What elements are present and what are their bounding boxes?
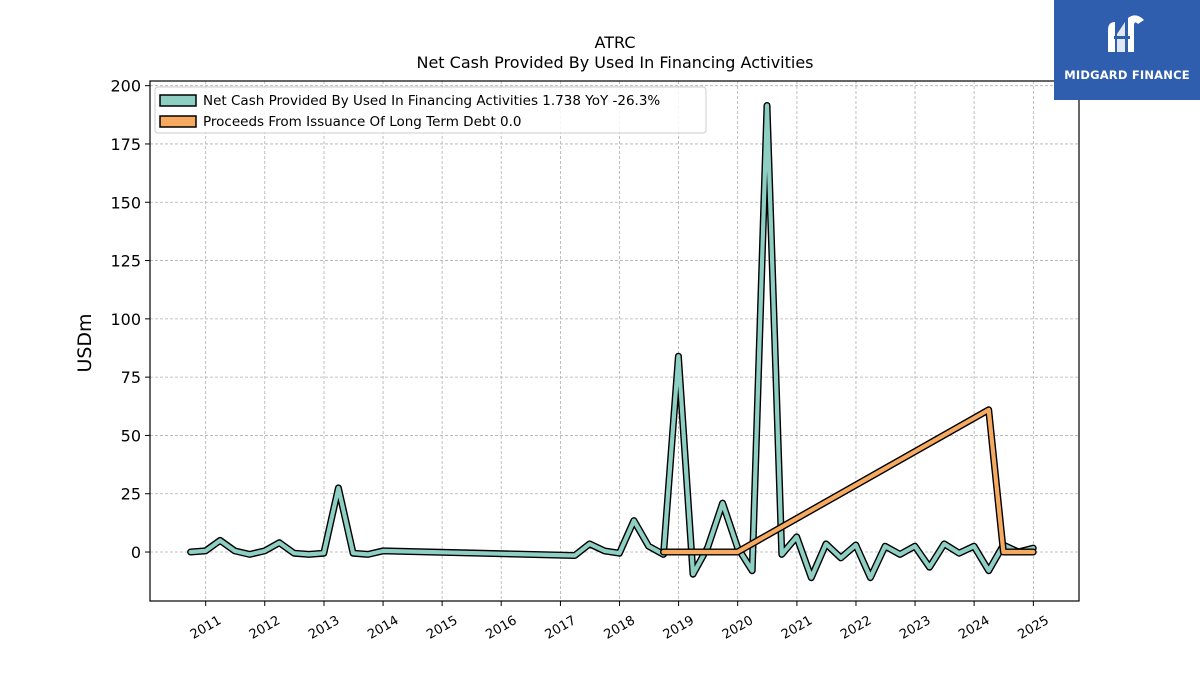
series-1 xyxy=(187,102,1037,582)
legend-label: Net Cash Provided By Used In Financing A… xyxy=(203,93,660,109)
logo-text: MIDGARD FINANCE xyxy=(1064,68,1190,82)
y-tick-label: 25 xyxy=(121,485,141,504)
x-tick-label: 2015 xyxy=(424,613,460,643)
grid-lines xyxy=(150,81,1079,601)
series-line-outline xyxy=(660,406,1037,556)
x-tick-label: 2021 xyxy=(779,613,815,643)
x-tick-label: 2013 xyxy=(306,613,342,643)
logo-mark-icon xyxy=(1108,15,1144,52)
x-tick-label: 2019 xyxy=(661,613,697,643)
series-line xyxy=(188,103,1036,580)
y-tick-label: 125 xyxy=(110,252,141,271)
x-tick-label: 2017 xyxy=(543,613,579,643)
y-tick-label: 50 xyxy=(121,426,141,445)
legend: Net Cash Provided By Used In Financing A… xyxy=(154,86,707,134)
chart-title: ATRC xyxy=(595,33,636,52)
legend-box xyxy=(154,86,707,134)
series-line xyxy=(661,407,1036,555)
plot-frame xyxy=(149,80,1080,602)
series-2 xyxy=(660,406,1037,556)
x-tick-label: 2016 xyxy=(483,613,519,643)
x-axis-ticks: 2011 2012 2013 2014 2015 2016 2017 2018 2019 2020… xyxy=(188,601,1052,643)
y-tick-label: 200 xyxy=(110,77,141,96)
x-tick-label: 2018 xyxy=(602,613,638,643)
legend-label: Proceeds From Issuance Of Long Term Debt… xyxy=(203,114,522,130)
y-tick-label: 150 xyxy=(110,193,141,212)
series-line-outline xyxy=(187,102,1037,582)
series-layer xyxy=(187,102,1037,582)
y-tick-label: 0 xyxy=(131,543,141,562)
chart-subtitle: Net Cash Provided By Used In Financing A… xyxy=(416,53,813,72)
y-tick-label: 75 xyxy=(121,368,141,387)
x-tick-label: 2024 xyxy=(956,613,992,643)
x-tick-label: 2023 xyxy=(897,613,933,643)
x-tick-label: 2020 xyxy=(720,613,756,643)
legend-swatch xyxy=(159,94,197,107)
x-tick-label: 2011 xyxy=(188,613,224,643)
y-tick-label: 100 xyxy=(110,310,141,329)
x-tick-label: 2012 xyxy=(247,613,283,643)
x-tick-label: 2025 xyxy=(1016,613,1052,643)
midgard-finance-logo: MIDGARD FINANCE xyxy=(1054,0,1200,100)
x-tick-label: 2014 xyxy=(365,613,401,643)
y-axis-ticks: 0 25 50 75 100 125 150 175 200 xyxy=(110,77,150,562)
x-tick-label: 2022 xyxy=(838,613,874,643)
legend-swatch xyxy=(159,115,197,128)
y-axis-label: USDm xyxy=(74,313,96,372)
y-tick-label: 175 xyxy=(110,135,141,154)
